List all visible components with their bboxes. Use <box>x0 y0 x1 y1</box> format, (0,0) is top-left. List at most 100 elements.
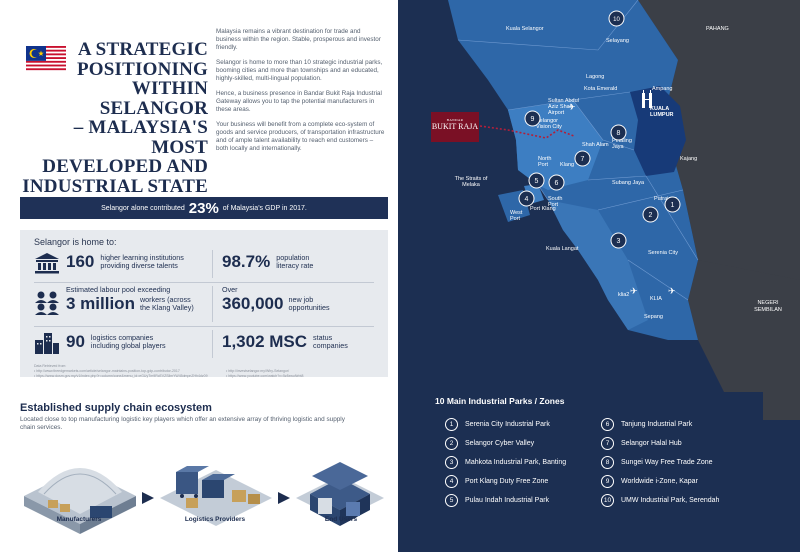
divider <box>212 250 213 278</box>
logistics-icon <box>160 466 272 526</box>
pin-number: 10 <box>613 17 620 23</box>
legend-label: Worldwide i-Zone, Kapar <box>621 478 698 485</box>
legend-number: 3 <box>445 456 458 469</box>
divider <box>34 326 374 327</box>
intro-paragraph: Selangor is home to more than 10 strateg… <box>216 59 383 82</box>
twin-towers-icon <box>642 90 652 108</box>
place-kuala-selangor: Kuala Selangor <box>506 26 544 32</box>
title-line: – MALAYSIA'S MOST <box>73 117 208 158</box>
industrial-parks-legend: 10 Main Industrial Parks / Zones 1 Sereni… <box>423 392 763 542</box>
place-klia2: klia2 <box>618 292 630 298</box>
stat-new-jobs: Over 360,000 new job opportunities <box>222 286 330 314</box>
map-pin-6[interactable]: 6 <box>548 174 565 191</box>
stat-number: 1,302 MSC <box>222 332 308 351</box>
place-north-port: North Port <box>538 156 552 168</box>
stat-logistics: 90 logistics companies including global p… <box>66 332 166 352</box>
intro-paragraph: Your business will benefit from a comple… <box>216 121 385 152</box>
place-putrajaya: Putrajaya <box>654 196 678 202</box>
place-shah-alam: Shah Alam <box>582 142 609 148</box>
title-line: A STRATEGIC <box>77 39 208 60</box>
legend-item: 9 Worldwide i-Zone, Kapar <box>601 475 698 488</box>
legend-number: 8 <box>601 456 614 469</box>
pin-number: 4 <box>525 196 529 203</box>
gdp-post: of Malaysia's GDP in 2017. <box>222 204 307 212</box>
place-kota-emerald: Kota Emerald <box>584 86 618 92</box>
logo-small-text: BANDAR <box>446 118 464 122</box>
pin-number: 7 <box>581 156 585 163</box>
stat-text-line: providing diverse talents <box>100 261 178 270</box>
place-ampang: Ampang <box>652 86 673 92</box>
stats-title: Selangor is home to: <box>34 237 117 247</box>
stat-text-line: logistics companies <box>90 333 154 342</box>
stat-text: population literacy rate <box>276 254 313 270</box>
legend-number: 4 <box>445 475 458 488</box>
stat-number: 90 <box>66 332 85 351</box>
stat-text: status companies <box>313 334 348 350</box>
map-pin-5[interactable]: 5 <box>528 172 545 189</box>
legend-label: Tanjung Industrial Park <box>621 421 693 428</box>
legend-item: 3 Mahkota Industrial Park, Banting <box>445 456 566 469</box>
legend-number: 10 <box>601 494 614 507</box>
source-link[interactable]: • https://www.dosm.gov.my/v1/index.php?r… <box>34 374 208 378</box>
place-port-klang: Port Klang <box>530 206 556 212</box>
place-negeri-sembilan: NEGERI SEMBILAN <box>754 300 782 313</box>
airplane-icon: ✈ <box>630 286 638 296</box>
map-pin-2[interactable]: 2 <box>642 206 659 223</box>
title-line: POSITIONING <box>76 58 208 80</box>
stat-text-line: the Klang Valley) <box>139 303 194 312</box>
stat-pre: Estimated labour pool exceeding <box>66 285 171 294</box>
stat-text-line: opportunities <box>288 303 330 312</box>
legend-item: 7 Selangor Halal Hub <box>601 437 682 450</box>
legend-title: 10 Main Industrial Parks / Zones <box>435 396 565 406</box>
pin-number: 5 <box>535 178 539 185</box>
place-west-port: West Port <box>510 210 523 222</box>
stat-literacy: 98.7% population literacy rate <box>222 252 313 272</box>
stat-text-line: new job <box>288 295 314 304</box>
stat-learning-institutions: 160 higher learning institutions providin… <box>66 252 184 272</box>
stat-text-line: population <box>276 253 310 262</box>
map-pin-10[interactable]: 10 <box>608 10 625 27</box>
legend-item: 10 UMW Industrial Park, Serendah <box>601 494 719 507</box>
divider <box>34 282 374 283</box>
map-pin-1[interactable]: 1 <box>664 196 681 213</box>
legend-label: Selangor Halal Hub <box>621 440 682 447</box>
district-region <box>548 200 648 330</box>
pin-number: 8 <box>617 130 621 137</box>
pin-number: 9 <box>531 116 535 123</box>
map-pin-8[interactable]: 8 <box>610 124 627 141</box>
stat-text-line: literacy rate <box>276 261 314 270</box>
legend-label: Port Klang Duty Free Zone <box>465 478 549 485</box>
stat-text: workers (across the Klang Valley) <box>140 296 194 312</box>
legend-item: 2 Selangor Cyber Valley <box>445 437 534 450</box>
legend-number: 9 <box>601 475 614 488</box>
airplane-icon: ✈ <box>668 286 676 296</box>
place-south-port: South Port <box>548 196 563 208</box>
map-pin-9[interactable]: 9 <box>524 110 541 127</box>
source-link[interactable]: • http://www.theedgemarkets.com/article/… <box>34 369 180 373</box>
place-kajang: Kajang <box>680 156 698 162</box>
intro-paragraph: Hence, a business presence in Bandar Buk… <box>216 90 382 113</box>
source-link[interactable]: • http://investselangor.my/Why-Selangor/ <box>226 369 290 373</box>
place-subang-jaya: Subang Jaya <box>612 180 645 186</box>
map-pin-4[interactable]: 4 <box>518 190 535 207</box>
stat-text-line: workers (across <box>139 295 191 304</box>
chain-label-manufacturers: Manufacturers <box>56 516 102 523</box>
kuala-lumpur-region <box>630 86 686 176</box>
divider <box>212 286 213 322</box>
place-sepang: Sepang <box>644 314 663 320</box>
legend-number: 7 <box>601 437 614 450</box>
map-pin-3[interactable]: 3 <box>610 232 627 249</box>
legend-label: UMW Industrial Park, Serendah <box>621 497 720 504</box>
place-selayang: Selayang <box>606 38 629 44</box>
arrow-icon <box>142 492 154 504</box>
stat-number: 160 <box>66 252 95 271</box>
airplane-icon: ✈ <box>568 102 576 112</box>
map-pin-7[interactable]: 7 <box>574 150 591 167</box>
source-link[interactable]: • https://www.youtube.com/watch?v=5z8xwu… <box>226 374 304 378</box>
place-kuala-langat: Kuala Langat <box>546 246 579 252</box>
legend-number: 2 <box>445 437 458 450</box>
legend-item: 1 Serenia City Industrial Park <box>445 418 550 431</box>
malaysia-flag-icon <box>26 46 66 72</box>
intro-text: Malaysia remains a vibrant destination f… <box>216 28 386 160</box>
